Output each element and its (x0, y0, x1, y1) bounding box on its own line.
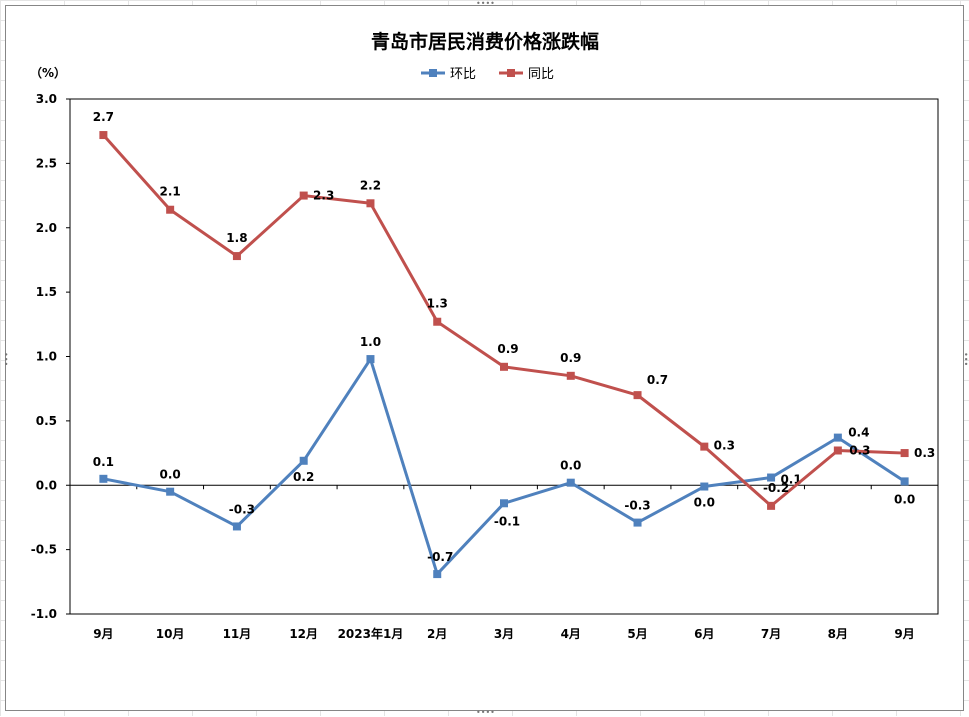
chart-title: 青岛市居民消费价格涨跌幅 (371, 30, 599, 53)
data-point-marker (232, 252, 241, 261)
data-label: 0.9 (560, 351, 581, 365)
x-category-label: 5月 (627, 627, 647, 641)
data-label: 1.0 (360, 335, 381, 349)
y-tick-label: 0.5 (36, 414, 57, 428)
series-layer: 0.10.0-0.30.21.0-0.7-0.10.0-0.3 0.00.10.4… (93, 110, 935, 579)
data-label: 0.1 (93, 455, 114, 469)
y-axis: -1.0 -0.5 0.0 0.5 1.0 1.5 2.0 2.5 3.0 (31, 92, 70, 621)
data-label: 0.0 (160, 468, 181, 482)
data-label: 2.3 (313, 189, 334, 203)
y-tick-label: 3.0 (36, 92, 57, 106)
data-point-marker (767, 501, 776, 510)
y-tick-label: 1.5 (36, 285, 57, 299)
data-point-marker (767, 473, 776, 482)
data-point-marker (500, 362, 508, 371)
data-label: 0.3 (849, 443, 870, 457)
data-point-marker (232, 522, 241, 531)
data-label: 1.3 (427, 297, 448, 311)
resize-handle-right-icon[interactable]: ••• (961, 352, 969, 367)
x-category-label: 6月 (694, 627, 714, 641)
x-category-label: 11月 (223, 627, 252, 641)
series-yoy: 2.7 2.1 1.8 2.3 2.2 1.3 0.9 0.9 0.7 0.3 -0.2 0.3 0.3 (93, 110, 935, 510)
data-label: -0.1 (494, 514, 520, 528)
x-category-label: 4月 (561, 627, 581, 641)
x-category-label: 10月 (156, 627, 185, 641)
data-label: 0.4 (848, 426, 869, 440)
data-point-marker (900, 449, 909, 458)
resize-handle-left-icon[interactable]: ••• (1, 352, 10, 367)
y-tick-label: 2.0 (36, 221, 57, 235)
data-point-marker (433, 570, 442, 579)
y-tick-label: 0.0 (36, 478, 57, 492)
y-tick-label: -1.0 (31, 607, 57, 621)
legend-marker-swatch (429, 69, 437, 77)
data-label: 0.0 (560, 459, 581, 473)
x-category-label: 3月 (494, 627, 514, 641)
data-point-marker (299, 456, 308, 465)
x-category-label: 2023年1月 (338, 626, 404, 641)
resize-handle-bottom-icon[interactable]: •••• (476, 708, 495, 717)
data-point-marker (833, 433, 842, 442)
data-point-marker (566, 478, 575, 487)
data-label: -0.7 (427, 550, 453, 564)
data-point-marker (500, 499, 508, 508)
chart-area[interactable] (5, 5, 964, 711)
x-category-label: 12月 (289, 627, 318, 641)
x-category-label: 2月 (427, 627, 447, 641)
data-label: 0.7 (647, 373, 668, 387)
data-point-marker (299, 191, 308, 200)
legend: 环比 同比 (421, 67, 554, 82)
data-label: -0.3 (624, 499, 650, 513)
x-category-label: 8月 (828, 627, 848, 641)
data-point-marker (99, 131, 108, 140)
data-point-marker (633, 391, 642, 400)
legend-marker-swatch (507, 69, 515, 77)
y-tick-label: -0.5 (31, 543, 57, 557)
data-point-marker (700, 482, 709, 491)
x-category-label: 9月 (93, 627, 113, 641)
data-point-marker (99, 474, 108, 483)
series-line (103, 357, 906, 576)
data-label: 0.2 (293, 470, 314, 484)
data-label: 0.0 (694, 496, 715, 510)
x-category-label: 9月 (894, 627, 914, 641)
data-label: 2.7 (93, 110, 114, 124)
resize-handle-top-icon[interactable]: •••• (476, 0, 495, 8)
data-label: -0.2 (763, 481, 789, 495)
data-point-marker (833, 446, 842, 455)
data-point-marker (166, 205, 175, 214)
data-label: 0.9 (497, 342, 518, 356)
legend-label: 同比 (528, 67, 554, 82)
data-label: 0.3 (914, 446, 935, 460)
legend-label: 环比 (450, 67, 476, 82)
data-label: 2.2 (360, 178, 381, 192)
data-label: 2.1 (160, 185, 181, 199)
data-label: 1.8 (226, 231, 247, 245)
data-point-marker (366, 355, 375, 364)
data-point-marker (700, 442, 709, 451)
data-label: -0.3 (229, 502, 255, 516)
data-label: 0.3 (714, 439, 735, 453)
y-axis-unit-label: （%） (30, 65, 66, 80)
plot-area (69, 98, 939, 615)
data-point-marker (166, 487, 175, 496)
data-point-marker (433, 317, 442, 326)
series-line (102, 134, 905, 508)
series-mom: 0.10.0-0.30.21.0-0.7-0.10.0-0.3 0.00.10.4… (93, 335, 915, 579)
x-axis: 9月 10月 11月 12月 2023年1月 2月 3月 4月 5月 6月 7月 8月 9月 (69, 485, 939, 641)
y-tick-label: 2.5 (36, 156, 57, 170)
data-point-marker (900, 477, 909, 486)
data-point-marker (633, 518, 642, 527)
data-label: 0.0 (894, 492, 915, 506)
y-tick-label: 1.0 (36, 350, 57, 364)
x-category-label: 7月 (761, 627, 781, 641)
data-point-marker (566, 371, 575, 380)
data-point-marker (366, 199, 375, 208)
